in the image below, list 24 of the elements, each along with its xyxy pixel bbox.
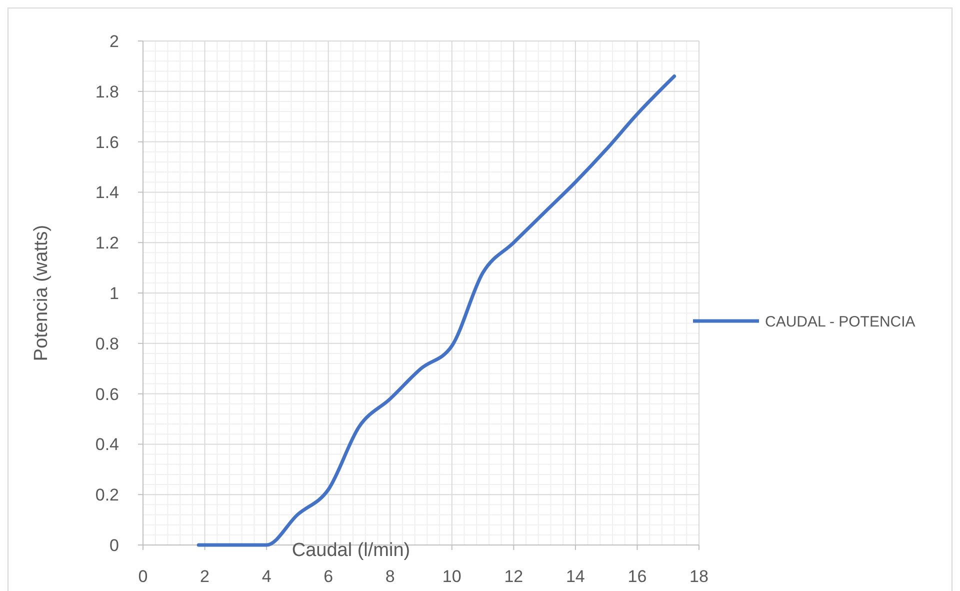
y-tick-label: 0.6 (95, 384, 119, 404)
y-tick-label: 1.2 (95, 234, 119, 253)
x-tick-label: 10 (442, 567, 462, 586)
x-tick-label: 6 (324, 567, 334, 586)
x-tick-label: 18 (690, 567, 708, 586)
y-tick-label: 1.6 (95, 132, 119, 152)
x-tick-label: 2 (200, 567, 210, 586)
x-axis-title: Caudal (l/min) (292, 540, 410, 561)
y-tick-label: 0.2 (95, 486, 119, 505)
x-tick-label: 4 (262, 567, 272, 586)
y-tick-label: 1.8 (95, 82, 119, 102)
y-tick-label: 0.4 (95, 435, 119, 454)
y-tick-label: 2 (110, 32, 119, 51)
y-tick-label: 0 (110, 536, 119, 555)
x-tick-label: 0 (138, 567, 148, 586)
x-tick-label: 12 (504, 567, 524, 586)
y-axis-title: Potencia (watts) (31, 224, 52, 362)
x-tick-label: 8 (385, 567, 395, 586)
legend-label: CAUDAL - POTENCIA (765, 313, 916, 330)
x-tick-label: 16 (628, 567, 647, 586)
y-tick-label: 1.4 (95, 183, 119, 202)
y-tick-label: 1 (110, 284, 119, 303)
y-tick-label: 0.8 (95, 334, 119, 354)
x-tick-label: 14 (566, 567, 585, 586)
